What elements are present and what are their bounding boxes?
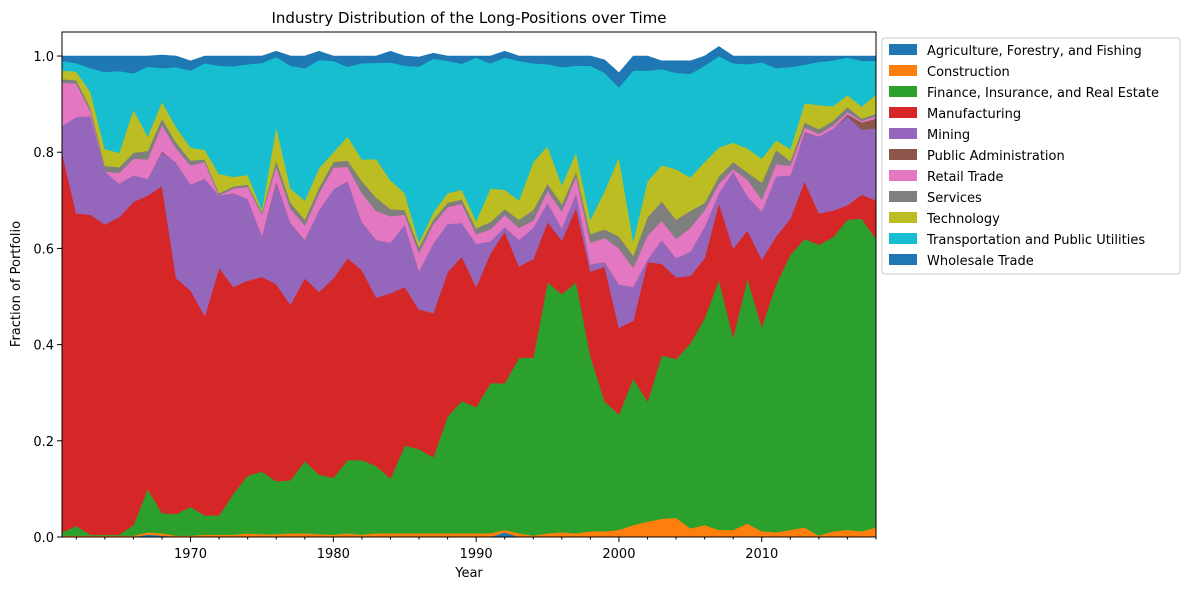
y-tick-label: 0.4: [33, 339, 54, 354]
legend-label-wholesale-trade: Wholesale Trade: [927, 254, 1034, 269]
x-tick-label: 2000: [602, 547, 635, 562]
x-tick-label: 1980: [317, 547, 350, 562]
legend-swatch-public-administration: [889, 149, 917, 160]
plot-frame: [61, 31, 877, 538]
legend-swatch-technology: [889, 212, 917, 223]
legend-label-mining: Mining: [927, 128, 970, 143]
legend: Agriculture, Forestry, and Fishing Constr…: [881, 37, 1181, 275]
x-tick-label: 1970: [174, 547, 207, 562]
legend-swatch-manufacturing: [889, 107, 917, 118]
legend-label-public-administration: Public Administration: [927, 149, 1065, 164]
plot-area: [61, 46, 877, 538]
y-axis-label: Fraction of Portfolio: [9, 221, 24, 347]
legend-label-finance-insurance-and-real-estate: Finance, Insurance, and Real Estate: [927, 86, 1159, 101]
x-axis-label: Year: [454, 566, 483, 581]
y-tick-label: 0.0: [33, 531, 54, 546]
legend-swatch-agriculture-forestry-and-fishing: [889, 44, 917, 55]
legend-label-construction: Construction: [927, 65, 1010, 80]
y-tick-label: 0.6: [33, 242, 54, 257]
legend-frame: [881, 37, 1181, 275]
y-tick-label: 0.8: [33, 146, 54, 161]
y-tick-label: 1.0: [33, 50, 54, 65]
legend-label-agriculture-forestry-and-fishing: Agriculture, Forestry, and Fishing: [927, 44, 1142, 59]
y-tick-label: 0.2: [33, 435, 54, 450]
x-tick-label: 1990: [460, 547, 493, 562]
legend-swatch-transportation-and-public-utilities: [889, 233, 917, 244]
legend-swatch-mining: [889, 128, 917, 139]
y-axis: 0.0 0.2 0.4 0.6 0.8 1.0: [33, 50, 62, 546]
legend-label-manufacturing: Manufacturing: [927, 107, 1021, 122]
legend-swatch-retail-trade: [889, 170, 917, 181]
legend-swatch-construction: [889, 65, 917, 76]
chart-title: Industry Distribution of the Long-Positi…: [272, 9, 667, 27]
x-axis: 1970 1980 1990 2000 2010: [75, 537, 877, 562]
legend-label-retail-trade: Retail Trade: [927, 170, 1003, 185]
legend-label-services: Services: [927, 191, 982, 206]
legend-swatch-finance-insurance-and-real-estate: [889, 86, 917, 97]
legend-label-technology: Technology: [926, 212, 1000, 227]
legend-swatch-wholesale-trade: [889, 254, 917, 265]
x-tick-label: 2010: [745, 547, 778, 562]
legend-label-transportation-and-public-utilities: Transportation and Public Utilities: [926, 233, 1145, 248]
legend-swatch-services: [889, 191, 917, 202]
